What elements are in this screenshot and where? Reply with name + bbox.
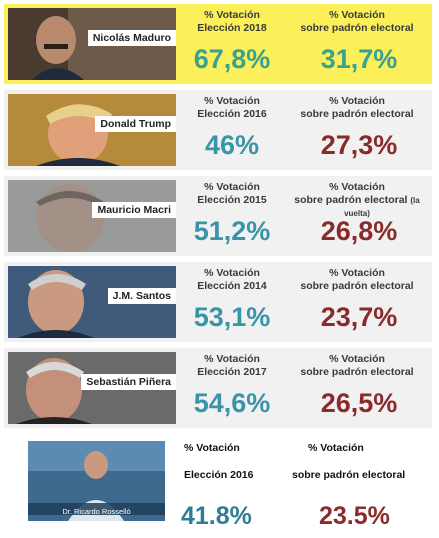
roll-percent: 23.5% bbox=[319, 502, 390, 530]
vote-header: % Votación Elección 2015 bbox=[176, 181, 288, 207]
vote-percent: 67,8% bbox=[193, 44, 271, 74]
vote-percent: 53,1% bbox=[193, 302, 271, 332]
vote-header-line2: Elección 2015 bbox=[197, 194, 267, 206]
vote-header: % Votación Elección 2016 bbox=[176, 95, 288, 121]
vote-header: % Votación Elección 2014 bbox=[176, 267, 288, 293]
row-rossello: Dr. Ricardo Rosselló % Votación Elección… bbox=[0, 436, 439, 536]
roll-header: % Votación sobre padrón electoral bbox=[282, 95, 432, 121]
vote-header-line1: % Votación bbox=[204, 353, 260, 365]
roll-header-line2: sobre padrón electoral bbox=[300, 280, 414, 292]
vote-percent: 54,6% bbox=[193, 388, 271, 418]
roll-header: % Votación sobre padrón electoral bbox=[282, 353, 432, 379]
name-label: Sebastián Piñera bbox=[81, 374, 176, 390]
roll-header-line2: sobre padrón electoral bbox=[300, 366, 414, 378]
vote-header-line1: % Votación bbox=[204, 95, 260, 107]
portrait-image bbox=[28, 441, 165, 521]
portrait-photo: J.M. Santos bbox=[8, 266, 176, 338]
vote-header-line2: Elección 2016 bbox=[184, 469, 254, 481]
name-label: J.M. Santos bbox=[107, 288, 176, 304]
roll-header: % Votación sobre padrón electoral bbox=[282, 267, 432, 293]
roll-header-line2: sobre padrón electoral (la vuelta) bbox=[282, 194, 432, 220]
vote-header-line1: % Votación bbox=[204, 267, 260, 279]
roll-percent: 26,8% bbox=[320, 216, 398, 246]
row-macri: Mauricio Macri % Votación Elección 2015 … bbox=[4, 176, 432, 256]
name-label: Donald Trump bbox=[95, 116, 176, 132]
roll-header-line2: sobre padrón electoral bbox=[292, 469, 406, 481]
vote-header: % Votación Elección 2018 bbox=[176, 9, 288, 35]
name-label: Nicolás Maduro bbox=[87, 30, 176, 46]
roll-percent: 31,7% bbox=[320, 44, 398, 74]
roll-header-line2: sobre padrón electoral bbox=[300, 22, 414, 34]
roll-header: % Votación sobre padrón electoral (la vu… bbox=[282, 181, 432, 220]
portrait-image bbox=[8, 180, 176, 252]
vote-header-line2: Elección 2014 bbox=[197, 280, 267, 292]
vote-percent: 51,2% bbox=[193, 216, 271, 246]
name-label: Mauricio Macri bbox=[92, 202, 176, 218]
portrait-photo: Donald Trump bbox=[8, 94, 176, 166]
row-santos: J.M. Santos % Votación Elección 2014 % V… bbox=[4, 262, 432, 342]
vote-header-line2: Elección 2017 bbox=[197, 366, 267, 378]
roll-header-line1: % Votación bbox=[308, 442, 364, 454]
roll-header-line1: % Votación bbox=[329, 95, 385, 107]
roll-header-line1: % Votación bbox=[329, 181, 385, 193]
roll-header-line1: % Votación bbox=[329, 9, 385, 21]
photo-caption: Dr. Ricardo Rosselló bbox=[62, 507, 131, 516]
vote-header-line2: Elección 2016 bbox=[197, 108, 267, 120]
portrait-photo: Mauricio Macri bbox=[8, 180, 176, 252]
portrait-photo: Dr. Ricardo Rosselló bbox=[28, 441, 165, 521]
roll-percent: 23,7% bbox=[320, 302, 398, 332]
vote-percent: 41.8% bbox=[181, 502, 252, 530]
vote-header: % Votación Elección 2017 bbox=[176, 353, 288, 379]
vote-percent: 46% bbox=[204, 130, 260, 160]
roll-header-line1: % Votación bbox=[329, 267, 385, 279]
vote-header-line1: % Votación bbox=[204, 9, 260, 21]
roll-header-line2: sobre padrón electoral bbox=[300, 108, 414, 120]
vote-header-line2: Elección 2018 bbox=[197, 22, 267, 34]
roll-header-note: (la vuelta) bbox=[344, 196, 420, 218]
row-pinera: Sebastián Piñera % Votación Elección 201… bbox=[4, 348, 432, 428]
roll-percent: 27,3% bbox=[320, 130, 398, 160]
roll-header: % Votación sobre padrón electoral bbox=[282, 9, 432, 35]
vote-header-line1: % Votación bbox=[184, 442, 240, 454]
roll-header-line1: % Votación bbox=[329, 353, 385, 365]
portrait-photo: Nicolás Maduro bbox=[8, 8, 176, 80]
portrait-photo: Sebastián Piñera bbox=[8, 352, 176, 424]
row-trump: Donald Trump % Votación Elección 2016 % … bbox=[4, 90, 432, 170]
roll-header-text: sobre padrón electoral bbox=[294, 194, 408, 206]
row-maduro: Nicolás Maduro % Votación Elección 2018 … bbox=[4, 4, 432, 84]
vote-header-line1: % Votación bbox=[204, 181, 260, 193]
roll-percent: 26,5% bbox=[320, 388, 398, 418]
